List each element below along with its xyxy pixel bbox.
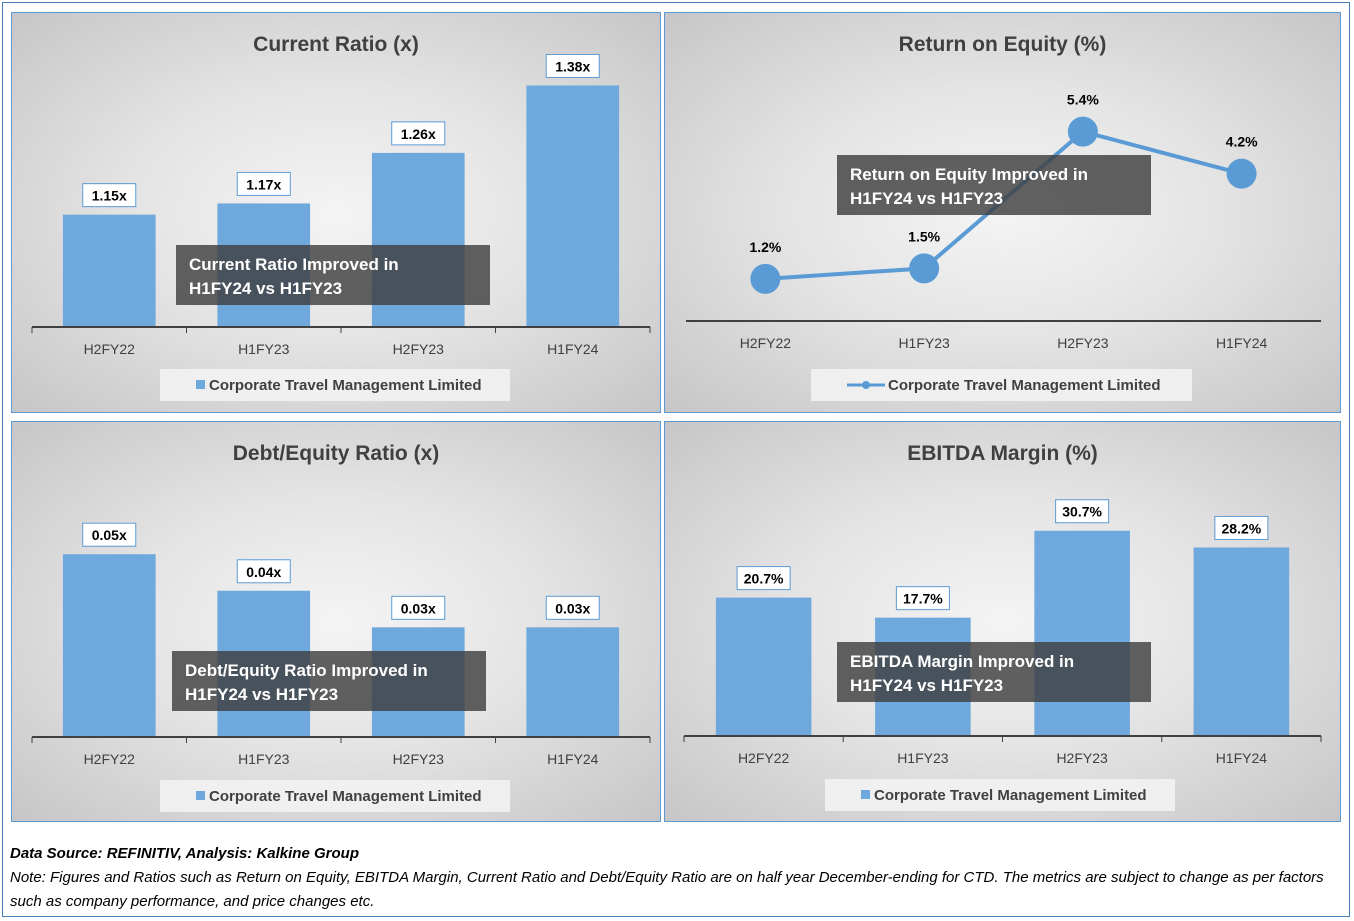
note-text: Note: Figures and Ratios such as Return … xyxy=(10,869,1324,910)
data-label: 5.4% xyxy=(1067,92,1099,108)
data-label: 0.03x xyxy=(555,600,590,616)
data-label: 4.2% xyxy=(1226,134,1258,150)
data-label-box xyxy=(391,595,446,620)
data-label: 1.38x xyxy=(555,58,590,74)
annotation-text: Return on Equity Improved in xyxy=(850,165,1088,184)
annotation-text: Debt/Equity Ratio Improved in xyxy=(185,661,428,680)
data-label-box xyxy=(391,121,446,146)
point-h1fy24 xyxy=(1226,158,1257,189)
chart-title: Debt/Equity Ratio (x) xyxy=(233,442,440,465)
annotation-text: H1FY24 vs H1FY23 xyxy=(850,676,1003,695)
x-tick-label: H2FY23 xyxy=(393,341,445,357)
data-label-box xyxy=(1214,515,1269,540)
legend-swatch xyxy=(861,790,870,799)
annotation-box xyxy=(172,651,486,711)
legend-swatch xyxy=(196,791,205,800)
bar-h1fy24 xyxy=(526,627,620,737)
point-h1fy23 xyxy=(909,253,940,284)
annotation-box xyxy=(837,155,1151,215)
x-tick-label: H1FY24 xyxy=(1216,335,1268,351)
annotation-box xyxy=(837,642,1151,702)
legend-label: Corporate Travel Management Limited xyxy=(874,787,1147,804)
data-label-box xyxy=(545,595,600,620)
data-label: 17.7% xyxy=(903,591,943,607)
return-on-equity-chart: Return on Equity (%) 1.2% 1.5% 5.4% 4.2% H2FY… xyxy=(664,12,1341,413)
annotation-text: Current Ratio Improved in xyxy=(189,255,399,274)
data-label-box xyxy=(236,171,291,196)
debt-equity-ratio-chart: Debt/Equity Ratio (x) 0.05x 0.04x 0.03x 0.03… xyxy=(11,421,661,822)
footer: Data Source: REFINITIV, Analysis: Kalkin… xyxy=(10,842,1340,914)
data-label: 1.17x xyxy=(246,176,281,192)
chart-svg: Debt/Equity Ratio (x) 0.05x 0.04x 0.03x 0.03… xyxy=(31,442,651,812)
annotation-text: H1FY24 vs H1FY23 xyxy=(185,685,338,704)
bar-h1fy24 xyxy=(1193,547,1290,736)
x-tick-label: H2FY23 xyxy=(1057,335,1109,351)
x-tick-label: H2FY23 xyxy=(1056,750,1108,766)
bar-h2fy22 xyxy=(715,597,812,736)
data-label-box xyxy=(82,183,137,208)
legend-label: Corporate Travel Management Limited xyxy=(888,377,1161,394)
data-label-box xyxy=(1055,499,1110,524)
annotation-text: H1FY24 vs H1FY23 xyxy=(850,189,1003,208)
data-label: 0.05x xyxy=(92,527,127,543)
annotation-text: EBITDA Margin Improved in xyxy=(850,652,1074,671)
x-tick-label: H2FY22 xyxy=(738,750,790,766)
data-label: 30.7% xyxy=(1062,504,1102,520)
data-label: 1.26x xyxy=(401,126,436,142)
bar-h2fy23 xyxy=(1034,530,1130,736)
x-tick-label: H1FY23 xyxy=(898,335,950,351)
data-label-box xyxy=(545,53,600,78)
legend-box xyxy=(825,779,1175,811)
data-label-box xyxy=(82,522,137,547)
x-tick-label: H1FY24 xyxy=(1216,750,1268,766)
bar-h1fy24 xyxy=(526,85,620,328)
data-label: 1.2% xyxy=(749,239,781,255)
data-label: 28.2% xyxy=(1222,520,1262,536)
x-tick-label: H1FY23 xyxy=(238,341,290,357)
data-label-box xyxy=(236,559,291,584)
legend-box xyxy=(160,369,510,401)
legend-label: Corporate Travel Management Limited xyxy=(209,788,482,805)
point-h2fy22 xyxy=(750,263,781,294)
data-label-box xyxy=(895,586,950,611)
bar-h2fy22 xyxy=(62,554,156,737)
ebitda-margin-chart: EBITDA Margin (%) 20.7% 17.7% 30.7% 28.2% H2F… xyxy=(664,421,1341,822)
data-label: 0.04x xyxy=(246,564,281,580)
chart-title: Return on Equity (%) xyxy=(899,33,1107,56)
data-label: 0.03x xyxy=(401,600,436,616)
annotation-box xyxy=(176,245,490,305)
chart-title: Current Ratio (x) xyxy=(253,33,419,56)
data-source-text: Data Source: REFINITIV, Analysis: Kalkin… xyxy=(10,845,359,862)
chart-title: EBITDA Margin (%) xyxy=(907,442,1098,465)
x-tick-label: H2FY23 xyxy=(393,751,445,767)
data-label: 1.15x xyxy=(92,188,127,204)
chart-svg: Return on Equity (%) 1.2% 1.5% 5.4% 4.2% H2FY… xyxy=(686,33,1321,401)
legend-label: Corporate Travel Management Limited xyxy=(209,377,482,394)
annotation-text: H1FY24 vs H1FY23 xyxy=(189,279,342,298)
x-tick-label: H1FY23 xyxy=(238,751,290,767)
data-label-box xyxy=(736,566,791,591)
x-tick-label: H1FY24 xyxy=(547,751,599,767)
x-tick-label: H2FY22 xyxy=(740,335,792,351)
x-tick-label: H2FY22 xyxy=(84,341,136,357)
point-h2fy23 xyxy=(1067,116,1098,147)
x-tick-label: H1FY23 xyxy=(897,750,949,766)
bar-h2fy22 xyxy=(62,214,156,327)
x-tick-label: H2FY22 xyxy=(84,751,136,767)
data-label: 20.7% xyxy=(744,571,784,587)
current-ratio-chart: Current Ratio (x) 1.15x 1.17x 1.26x 1.38x H2F… xyxy=(11,12,661,413)
chart-svg: Current Ratio (x) 1.15x 1.17x 1.26x 1.38x H2F… xyxy=(31,33,651,401)
chart-svg: EBITDA Margin (%) 20.7% 17.7% 30.7% 28.2% H2F… xyxy=(683,442,1322,811)
legend-point-marker xyxy=(862,381,870,389)
x-tick-label: H1FY24 xyxy=(547,341,599,357)
legend-swatch xyxy=(196,380,205,389)
legend-box xyxy=(160,780,510,812)
data-label: 1.5% xyxy=(908,228,940,244)
